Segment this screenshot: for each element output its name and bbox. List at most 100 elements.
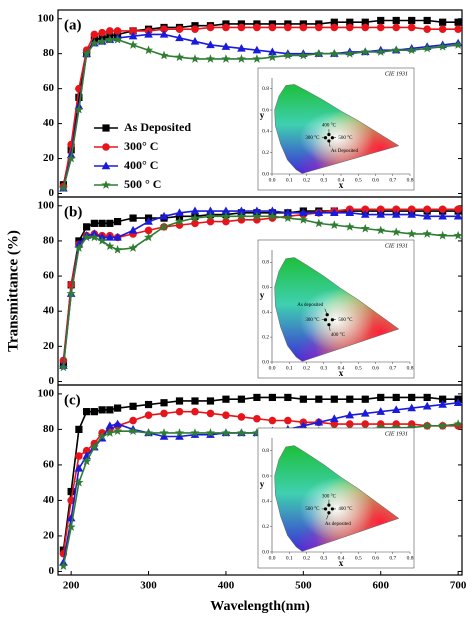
data-point xyxy=(267,52,277,62)
inset-x-tick-label: 0.2 xyxy=(303,365,310,371)
inset-y-tick-label: 0.2 xyxy=(262,334,269,340)
inset-x-tick-label: 0.2 xyxy=(303,555,310,561)
data-point xyxy=(221,428,231,437)
data-point xyxy=(113,232,122,241)
data-point xyxy=(221,42,231,50)
data-point xyxy=(105,428,115,437)
inset-x-tick-label: 0.8 xyxy=(407,177,414,183)
data-point xyxy=(206,397,215,405)
data-point xyxy=(267,211,277,221)
panel-label: (a) xyxy=(64,17,82,33)
data-point xyxy=(98,219,106,227)
data-point xyxy=(438,25,447,34)
data-point xyxy=(330,23,339,32)
data-point xyxy=(284,393,292,402)
inset-x-label: x xyxy=(339,180,344,190)
data-point xyxy=(329,48,339,58)
panel-label: (b) xyxy=(64,204,82,220)
data-point xyxy=(345,222,355,231)
data-point xyxy=(89,38,99,48)
data-point xyxy=(360,223,370,233)
data-point xyxy=(90,30,99,39)
data-point xyxy=(191,25,199,34)
data-point xyxy=(113,244,123,254)
data-point xyxy=(206,409,215,418)
chromaticity-label: 500 °C xyxy=(338,318,353,323)
data-point xyxy=(175,212,184,220)
y-tick-label: 80 xyxy=(43,423,55,435)
data-point xyxy=(175,397,184,405)
data-point xyxy=(67,146,75,154)
data-point xyxy=(392,393,400,402)
legend-marker xyxy=(101,180,111,189)
data-point xyxy=(144,400,153,409)
inset-x-tick-label: 0.7 xyxy=(389,365,396,371)
data-point xyxy=(345,420,354,428)
data-point xyxy=(113,404,122,412)
y-tick-label: 100 xyxy=(38,12,55,24)
data-point xyxy=(83,223,91,231)
inset-x-tick-label: 0.0 xyxy=(269,177,276,183)
data-point xyxy=(330,18,338,26)
inset-y-label: y xyxy=(260,290,265,300)
data-point xyxy=(129,214,137,222)
data-point xyxy=(438,211,447,220)
chromaticity-point xyxy=(327,132,331,137)
data-point xyxy=(106,219,114,227)
data-point xyxy=(175,208,184,217)
inset-x-tick-label: 0.1 xyxy=(286,177,293,183)
data-point xyxy=(346,18,354,26)
data-point xyxy=(75,452,83,460)
spectral-locus xyxy=(274,445,400,552)
data-point xyxy=(128,225,138,234)
chromaticity-label: 400 °C xyxy=(331,333,346,338)
chromaticity-point xyxy=(330,136,334,140)
y-tick-label: 40 xyxy=(43,305,55,317)
data-point xyxy=(128,31,138,40)
data-point xyxy=(439,395,447,403)
data-point xyxy=(190,213,200,222)
data-point xyxy=(159,431,169,440)
inset-title: CIE 1931 xyxy=(385,431,408,437)
data-point xyxy=(345,208,355,217)
data-point xyxy=(90,408,98,416)
data-point xyxy=(422,421,432,430)
data-point xyxy=(299,395,307,403)
data-point xyxy=(376,210,386,218)
data-point xyxy=(252,211,262,221)
data-point xyxy=(98,406,106,414)
data-point xyxy=(376,407,386,415)
data-point xyxy=(438,41,448,51)
inset-y-tick-label: 0.4 xyxy=(262,499,269,505)
data-point xyxy=(97,236,107,245)
inset-x-tick-label: 0.5 xyxy=(355,177,362,183)
data-point xyxy=(143,428,154,437)
y-tick-label: 0 xyxy=(49,375,55,387)
chromaticity-label: 400 °C xyxy=(338,507,353,512)
data-point xyxy=(376,225,386,235)
inset-x-tick-label: 0.4 xyxy=(338,365,345,371)
chromaticity-point xyxy=(327,511,331,515)
data-point xyxy=(113,34,123,44)
data-point xyxy=(253,393,261,402)
data-point xyxy=(190,36,200,45)
data-point xyxy=(128,243,138,252)
data-point xyxy=(423,205,431,214)
data-point xyxy=(160,409,168,418)
inset-x-tick-label: 0.0 xyxy=(269,365,276,371)
data-point xyxy=(376,205,385,214)
inset-x-tick-label: 0.3 xyxy=(320,365,327,371)
data-point xyxy=(376,23,385,32)
data-point xyxy=(453,419,463,428)
data-point xyxy=(97,36,107,46)
data-point xyxy=(423,16,431,25)
data-point xyxy=(74,463,84,472)
data-point xyxy=(268,416,277,425)
data-point xyxy=(268,23,277,32)
data-point xyxy=(174,428,185,437)
data-point xyxy=(143,45,154,55)
inset-y-tick-label: 0.0 xyxy=(262,359,269,365)
inset-y-tick-label: 0.0 xyxy=(262,549,269,555)
chromaticity-region xyxy=(274,84,399,174)
data-point xyxy=(67,487,75,496)
